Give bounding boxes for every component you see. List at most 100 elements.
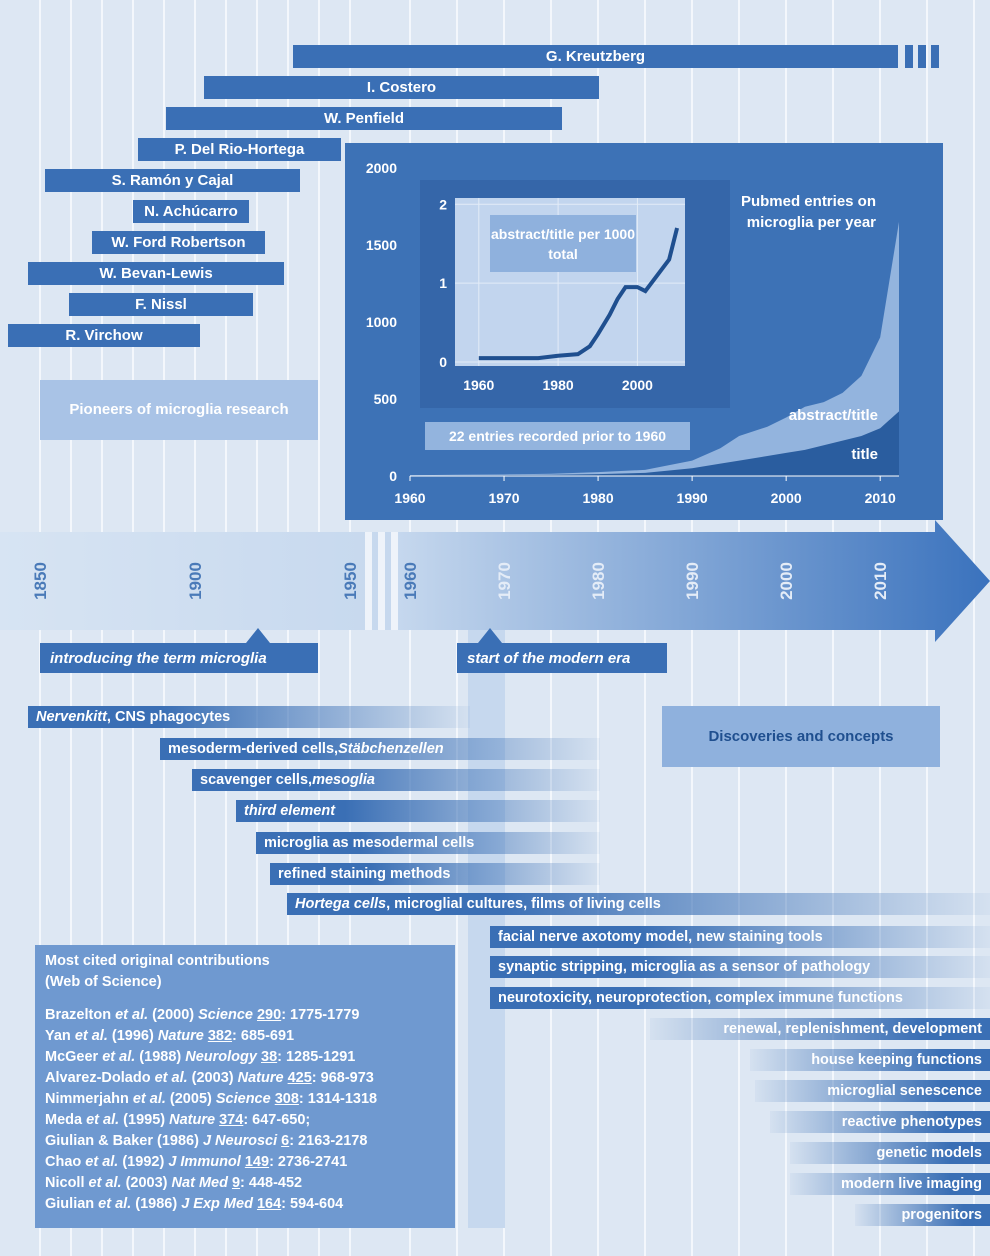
text-segment: Neurology <box>185 1049 261 1065</box>
heading: (Web of Science) <box>45 974 162 990</box>
pioneer-name: G. Kreutzberg <box>545 48 646 65</box>
text-segment: : 2163-2178 <box>289 1133 368 1149</box>
text-segment: (1986) <box>131 1196 182 1212</box>
x-tick-label: 1960 <box>394 490 425 506</box>
text-segment: 382 <box>207 1028 233 1044</box>
text-segment: et al. <box>128 1091 166 1107</box>
text-segment: 308 <box>274 1091 299 1107</box>
x-tick-label: 1980 <box>543 377 574 393</box>
y-tick-label: 0 <box>389 468 397 484</box>
bar-stripe <box>905 45 913 68</box>
text-segment: progenitors <box>901 1207 982 1223</box>
y-tick-label: 2000 <box>366 160 397 176</box>
x-tick-label: 1970 <box>488 490 519 506</box>
citation: Nimmerjahn et al. (2005) Science 308: 13… <box>45 1089 445 1110</box>
text-segment: (2005) <box>165 1091 216 1107</box>
pioneer-name: S. Ramón y Cajal <box>111 172 234 189</box>
event-notch <box>246 628 270 643</box>
timeline-break <box>365 532 372 630</box>
heading: Most cited original contributions <box>45 953 270 969</box>
citation: Giulian et al. (1986) J Exp Med 164: 594… <box>45 1194 445 1215</box>
timeline-arrow <box>0 520 990 642</box>
text-segment: : 647-650; <box>243 1112 311 1128</box>
text-segment: house keeping functions <box>811 1052 982 1068</box>
y-tick-label: 0 <box>439 354 447 370</box>
text-segment: et al. <box>150 1070 188 1086</box>
discovery-bar: mesoderm-derived cells, Stäbchenzellen <box>160 738 600 760</box>
chart-title: Pubmed entries on microglia per year <box>716 180 876 244</box>
discovery-bar: neurotoxicity, neuroprotection, complex … <box>490 987 990 1009</box>
text-segment: microglial senescence <box>827 1083 982 1099</box>
text-segment: refined staining methods <box>278 866 451 882</box>
text-segment: 149 <box>244 1154 270 1170</box>
discovery-bar: third element <box>236 800 600 822</box>
pioneer-name: R. Virchow <box>65 327 143 344</box>
discovery-bar: genetic models <box>790 1142 990 1164</box>
discovery-bar: refined staining methods <box>270 863 600 885</box>
pioneer-bar: I. Costero <box>204 76 599 99</box>
event-text: start of the modern era <box>467 649 631 667</box>
timeline-year: 1900 <box>186 562 205 600</box>
pioneer-name: W. Ford Robertson <box>111 234 246 251</box>
x-tick-label: 2010 <box>865 490 896 506</box>
text-segment: J Neurosci <box>202 1133 282 1149</box>
text-segment: Nicoll <box>45 1175 85 1191</box>
text-segment: mesoderm-derived cells, <box>168 741 339 757</box>
text-segment: Nature <box>169 1112 220 1128</box>
text-segment: et al. <box>94 1196 132 1212</box>
pioneer-name: F. Nissl <box>135 296 187 313</box>
line <box>478 227 680 361</box>
text-segment: : 594-604 <box>281 1196 344 1212</box>
text-segment: mesoglia <box>312 772 375 788</box>
text-segment: et al. <box>84 1175 122 1191</box>
inset-label: abstract/title per 1000 total <box>490 215 636 272</box>
pioneer-bar: W. Ford Robertson <box>92 231 265 254</box>
text-segment: Science <box>215 1091 275 1107</box>
text-segment: Nat Med <box>171 1175 232 1191</box>
text-segment: : 1775-1779 <box>281 1007 360 1023</box>
y-tick-label: 500 <box>374 391 398 407</box>
text-segment: Stäbchenzellen <box>338 741 444 757</box>
text-segment: Alvarez-Dolado <box>45 1070 151 1086</box>
timeline-year: 1980 <box>589 562 608 600</box>
text-segment: 6 <box>281 1133 290 1149</box>
label: Pioneers of microglia research <box>69 401 289 418</box>
x-tick-label: 1990 <box>677 490 708 506</box>
citation: Alvarez-Dolado et al. (2003) Nature 425:… <box>45 1068 445 1089</box>
timeline-year: 1950 <box>341 562 360 600</box>
pioneer-name: W. Penfield <box>323 110 404 127</box>
text-segment: (2000) <box>148 1007 199 1023</box>
timeline-break <box>378 532 385 630</box>
discovery-bar: progenitors <box>855 1204 990 1226</box>
bar-stripe <box>918 45 926 68</box>
pioneer-bar: F. Nissl <box>69 293 253 316</box>
text-segment: scavenger cells, <box>200 772 313 788</box>
citation: Giulian & Baker (1986) J Neurosci 6: 216… <box>45 1131 445 1152</box>
text-segment: third element <box>244 803 336 819</box>
pioneer-bar: R. Virchow <box>8 324 200 347</box>
text-segment: : 685-691 <box>232 1028 295 1044</box>
text-segment: J Immunol <box>168 1154 245 1170</box>
section-label: Discoveries and concepts <box>662 706 940 767</box>
text-segment: et al. <box>98 1049 136 1065</box>
x-tick-label: 2000 <box>771 490 802 506</box>
event-label: introducing the term microglia <box>40 643 318 673</box>
timeline-year: 2010 <box>871 562 890 600</box>
event-text: introducing the term microglia <box>50 649 267 667</box>
text-segment: : 968-973 <box>311 1070 374 1086</box>
pioneer-name: N. Achúcarro <box>144 203 238 220</box>
text-segment: J Exp Med <box>181 1196 257 1212</box>
chart-title: Pubmed entries on microglia per year <box>740 193 876 231</box>
text-segment: et al. <box>111 1007 149 1023</box>
text-segment: facial nerve axotomy model, new staining… <box>498 929 823 945</box>
spacer <box>45 993 445 1005</box>
inset-label: abstract/title per 1000 total <box>491 225 635 262</box>
text-segment: synaptic stripping, microglia as a senso… <box>498 959 871 975</box>
text-segment: 374 <box>219 1112 244 1128</box>
citations-box: Most cited original contributions (Web of… <box>35 945 455 1228</box>
text-segment: (1996) <box>107 1028 158 1044</box>
pioneer-bar: P. Del Rio-Hortega <box>138 138 341 161</box>
text-segment: McGeer <box>45 1049 99 1065</box>
citation: McGeer et al. (1988) Neurology 38: 1285-… <box>45 1047 445 1068</box>
discovery-bar: synaptic stripping, microglia as a senso… <box>490 956 990 978</box>
